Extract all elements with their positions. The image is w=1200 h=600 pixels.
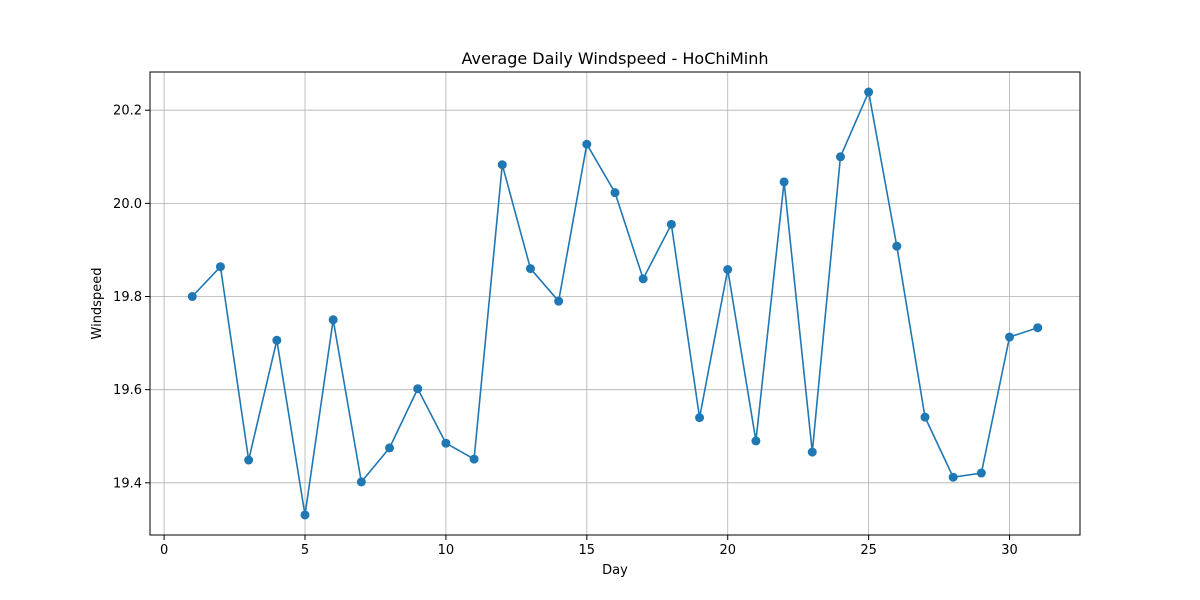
y-tick-label: 19.4 xyxy=(113,476,142,491)
series-windspeed xyxy=(187,87,1043,520)
x-tick-label: 0 xyxy=(160,543,168,558)
data-point xyxy=(864,87,874,97)
data-point xyxy=(328,315,338,325)
y-tick-label: 19.8 xyxy=(113,290,142,305)
y-tick-label: 19.6 xyxy=(113,383,142,398)
data-point xyxy=(413,384,423,394)
data-point xyxy=(751,436,761,446)
data-point xyxy=(835,152,845,162)
data-point xyxy=(976,468,986,478)
data-point xyxy=(666,219,676,229)
data-point xyxy=(1005,332,1015,342)
y-tick-label: 20.0 xyxy=(113,197,142,212)
data-point xyxy=(356,477,366,487)
data-point xyxy=(244,455,254,465)
data-point xyxy=(469,454,479,464)
x-axis: 0 5 10 15 20 25 30 xyxy=(160,535,1018,558)
chart-title: Average Daily Windspeed - HoChiMinh xyxy=(462,49,769,68)
data-point xyxy=(807,447,817,457)
data-point xyxy=(582,139,592,149)
x-tick-label: 20 xyxy=(719,543,736,558)
data-point xyxy=(779,177,789,187)
data-point xyxy=(272,335,282,345)
data-point xyxy=(948,472,958,482)
data-point xyxy=(554,296,564,306)
y-axis: 19.4 19.6 19.8 20.0 20.2 xyxy=(113,104,150,491)
data-point xyxy=(215,262,225,272)
data-point xyxy=(525,264,535,274)
x-tick-label: 5 xyxy=(301,543,309,558)
grid xyxy=(150,72,1080,535)
data-point xyxy=(723,264,733,274)
x-axis-title: Day xyxy=(602,563,628,578)
y-tick-label: 20.2 xyxy=(113,104,142,119)
data-point xyxy=(497,160,507,170)
data-point xyxy=(441,438,451,448)
data-point xyxy=(638,274,648,284)
y-axis-title: Windspeed xyxy=(90,268,105,340)
plot-frame xyxy=(149,71,1081,536)
data-point xyxy=(892,241,902,251)
x-tick-label: 15 xyxy=(579,543,596,558)
data-point xyxy=(695,413,705,423)
data-point xyxy=(300,510,310,520)
x-tick-label: 30 xyxy=(1001,543,1018,558)
x-tick-label: 10 xyxy=(438,543,455,558)
series-line xyxy=(191,91,1038,516)
data-point xyxy=(1033,323,1043,333)
data-point xyxy=(610,188,620,198)
data-point xyxy=(385,443,395,453)
data-point xyxy=(920,412,930,422)
data-point xyxy=(187,292,197,302)
x-tick-label: 25 xyxy=(860,543,877,558)
